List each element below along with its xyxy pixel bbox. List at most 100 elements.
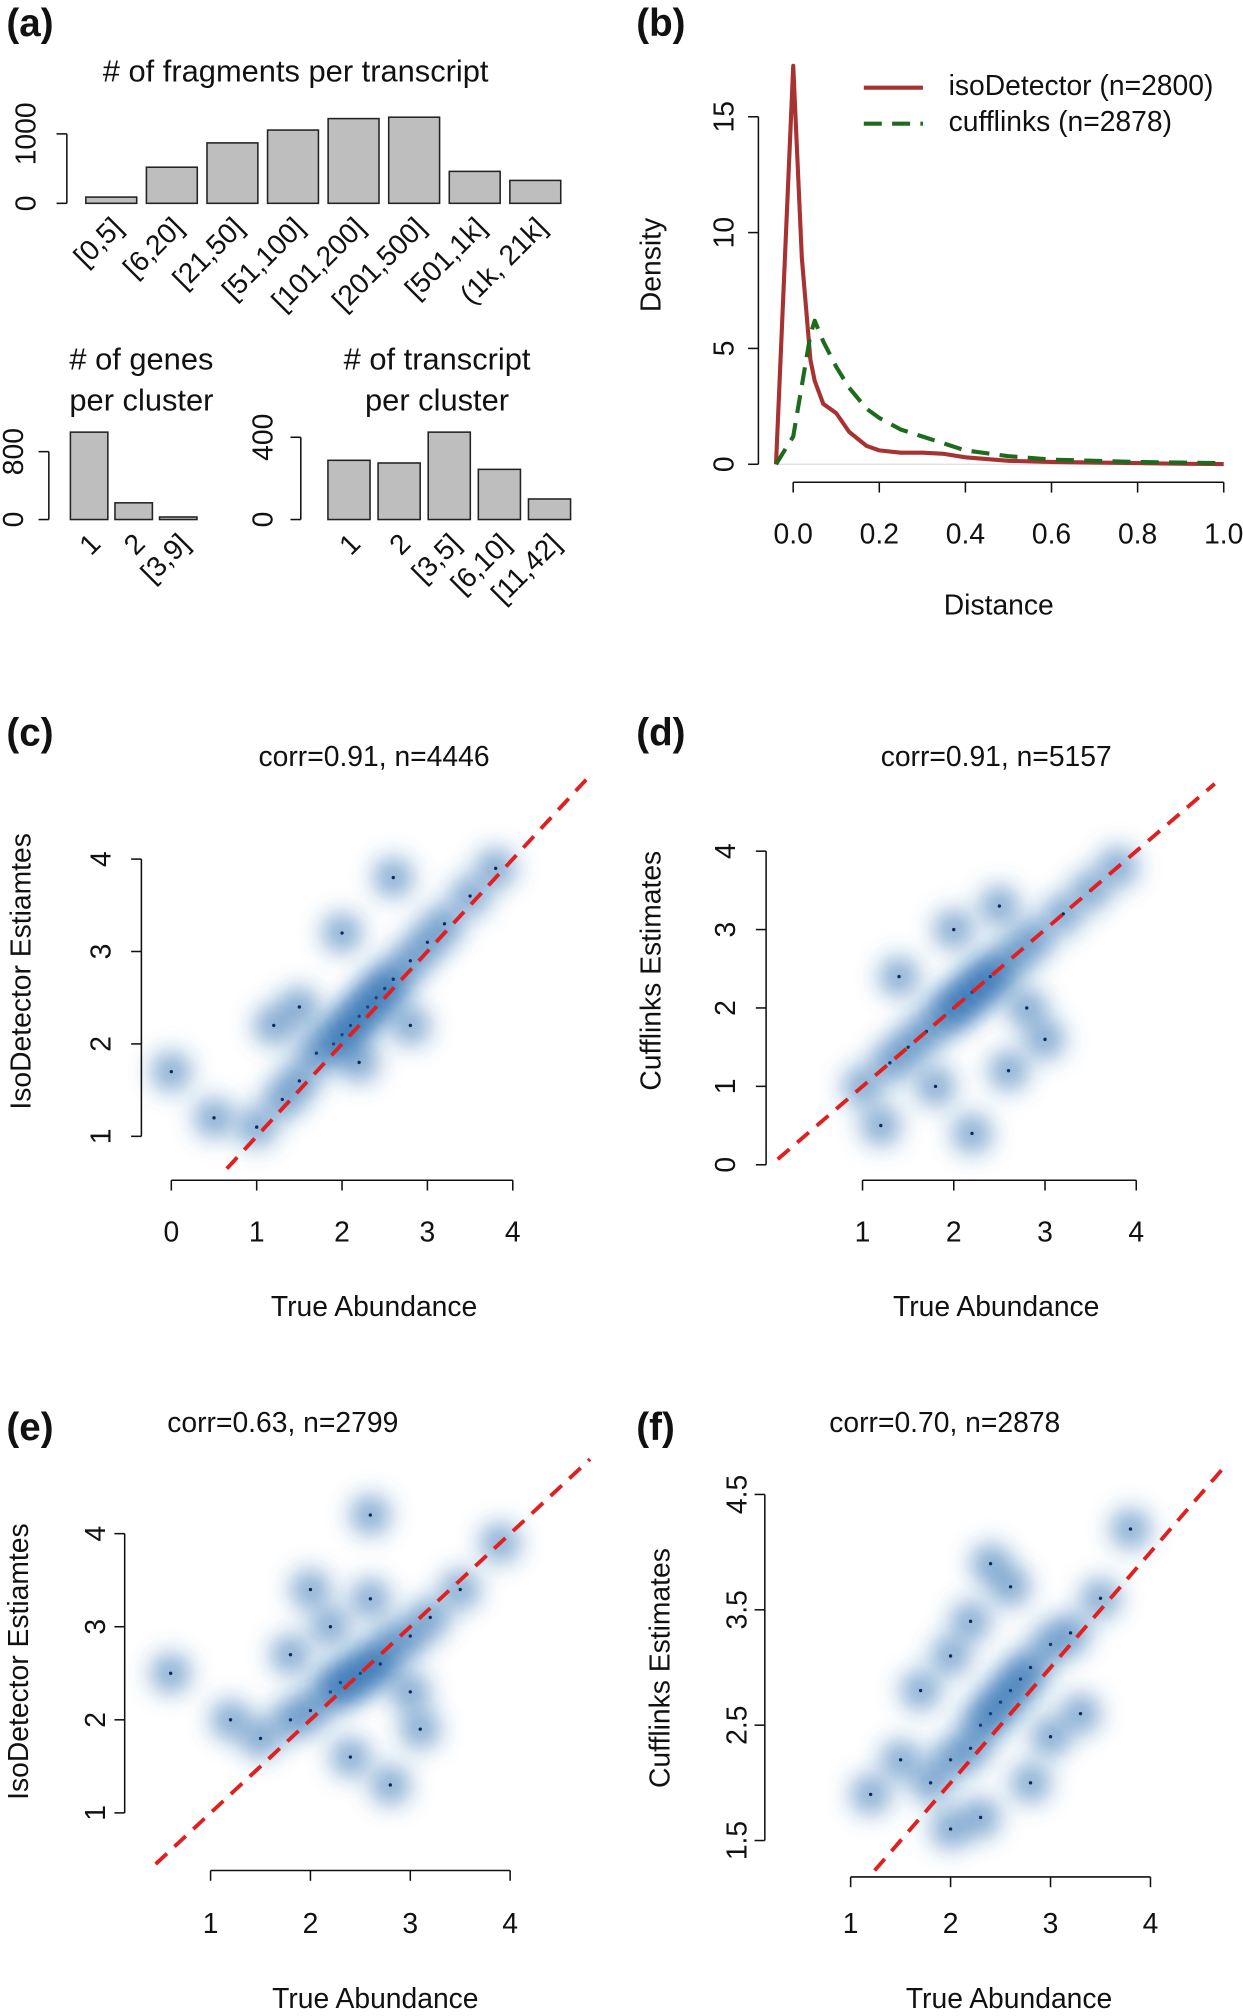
y-tick-label: 3: [709, 922, 741, 938]
bar: [69, 431, 109, 521]
y-tick-label: 0: [708, 456, 740, 472]
y-tick-label: 4: [84, 851, 116, 867]
point-dot: [258, 1736, 263, 1741]
point-dot: [357, 1060, 361, 1065]
legend-label: isoDetector (n=2800): [949, 69, 1214, 101]
x-axis-label: Distance: [944, 588, 1054, 620]
reference-line: [154, 1457, 592, 1866]
y-tick-label: 1: [79, 1805, 111, 1821]
point-dot: [978, 1815, 983, 1820]
y-tick-label: 0: [10, 195, 42, 211]
point-dot: [408, 959, 413, 963]
point-dot: [348, 1755, 353, 1759]
y-tick-label: 800: [0, 428, 29, 475]
point-dot: [1028, 1781, 1033, 1785]
point-dot: [928, 1781, 933, 1785]
point-dot: [425, 940, 430, 944]
series-line: [774, 318, 1224, 466]
y-tick-label: 4: [79, 1526, 111, 1542]
chart-title: # of fragments per transcript: [103, 54, 489, 89]
point-dot: [169, 1069, 173, 1074]
point-dot: [948, 1758, 953, 1762]
bar: [327, 117, 380, 205]
y-tick-label: 10: [708, 217, 740, 248]
point-dot: [297, 1079, 302, 1083]
chart-title: corr=0.91, n=4446: [259, 740, 490, 772]
x-tick-label: 1: [332, 527, 366, 561]
point-dot: [442, 922, 447, 926]
bar: [114, 502, 154, 521]
y-tick-label: 3: [84, 944, 116, 960]
panel-label: (b): [636, 2, 685, 45]
y-tick-label: 1.5: [721, 1821, 753, 1860]
x-tick-label: 2: [383, 527, 417, 561]
y-tick-label: 1: [709, 1078, 741, 1094]
panel-label: (e): [6, 1406, 53, 1449]
point-dot: [888, 1061, 892, 1065]
reference-line: [225, 772, 593, 1170]
point-dot: [1128, 1527, 1133, 1531]
point-dot: [418, 1727, 422, 1731]
x-axis-label: True Abundance: [893, 1290, 1099, 1322]
point-dot: [1048, 1735, 1053, 1739]
point-dot: [328, 1625, 333, 1629]
point-dot: [948, 1654, 953, 1658]
bar: [387, 116, 441, 205]
bar: [85, 196, 138, 205]
x-tick-label: [3,9]: [134, 527, 196, 589]
y-tick-label: 3.5: [721, 1590, 753, 1629]
point-dot: [897, 974, 901, 979]
point-dot: [308, 1708, 313, 1713]
x-tick-label: 0: [163, 1216, 179, 1248]
bar: [266, 129, 320, 205]
point-dot: [1006, 1069, 1011, 1073]
x-tick-label: 1: [203, 1907, 219, 1939]
y-tick-label: 2: [79, 1712, 111, 1728]
point-dot: [368, 1513, 373, 1517]
bar: [527, 498, 572, 521]
x-tick-label: 4: [502, 1907, 518, 1939]
x-tick-label: 1: [843, 1907, 859, 1939]
point-dot: [1025, 1006, 1029, 1010]
point-dot: [1078, 1711, 1083, 1716]
point-dot: [970, 1131, 974, 1136]
point-dot: [968, 1746, 973, 1750]
x-tick-label: 0.4: [946, 518, 985, 550]
point-dot: [368, 1597, 373, 1601]
chart-title: # of genes: [69, 342, 213, 377]
x-tick-label: 0.6: [1032, 518, 1071, 550]
x-tick-label: 3: [420, 1216, 436, 1248]
y-tick-label: 2: [709, 1000, 741, 1016]
bar: [448, 170, 501, 205]
chart-title: corr=0.63, n=2799: [167, 1406, 398, 1438]
y-tick-label: 15: [708, 101, 740, 132]
x-tick-label: 1: [855, 1216, 871, 1248]
chart-title: per cluster: [69, 383, 213, 418]
chart-title: corr=0.70, n=2878: [829, 1406, 1060, 1438]
x-tick-label: 1: [73, 527, 107, 561]
bar: [327, 459, 371, 521]
point-dot: [280, 1097, 284, 1102]
point-dot: [1098, 1596, 1103, 1600]
x-tick-label: 4: [1128, 1216, 1144, 1248]
y-tick-label: 0: [709, 1157, 741, 1173]
point-dot: [388, 1783, 392, 1787]
point-dot: [408, 1690, 412, 1694]
point-dot: [952, 927, 956, 932]
x-tick-label: 3: [402, 1907, 418, 1939]
x-tick-label: 0.0: [774, 518, 813, 550]
y-tick-label: 0: [0, 512, 29, 528]
point-dot: [1008, 1585, 1013, 1589]
panel-label: (c): [6, 712, 53, 755]
point-dot: [168, 1671, 173, 1675]
x-tick-label: 2: [334, 1216, 350, 1248]
chart-title: corr=0.91, n=5157: [881, 740, 1112, 772]
point-dot: [879, 1123, 883, 1128]
point-dot: [458, 1587, 462, 1592]
x-axis-label: True Abundance: [271, 1290, 477, 1322]
legend-label: cufflinks (n=2878): [949, 105, 1172, 137]
point-dot: [408, 1023, 413, 1028]
point-dot: [494, 866, 498, 870]
